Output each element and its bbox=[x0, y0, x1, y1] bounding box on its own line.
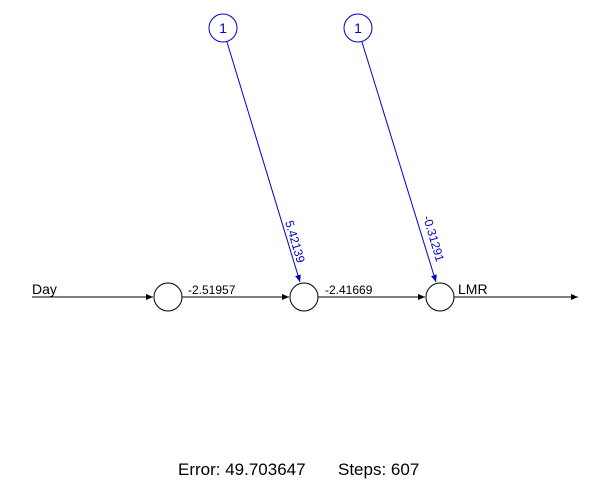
error-text: Error: 49.703647 bbox=[178, 460, 306, 479]
bias-edge-output bbox=[361, 41, 437, 283]
bias-edge-hidden bbox=[226, 41, 301, 283]
steps-text: Steps: 607 bbox=[338, 460, 419, 479]
input-node bbox=[153, 282, 183, 312]
output-label: LMR bbox=[458, 281, 488, 297]
input-label: Day bbox=[32, 281, 57, 297]
weight-input-hidden-label: -2.51957 bbox=[188, 283, 236, 297]
bias-node-2-label: 1 bbox=[354, 20, 362, 36]
bias-weight-hidden-label: 5.42139 bbox=[282, 219, 308, 265]
bias-node-1 bbox=[208, 13, 238, 43]
weight-hidden-output-label: -2.41669 bbox=[325, 283, 373, 297]
output-node bbox=[425, 282, 455, 312]
bias-weight-output-label: -0.31291 bbox=[420, 214, 447, 264]
bias-node-2 bbox=[343, 13, 373, 43]
hidden-node bbox=[289, 282, 319, 312]
bias-node-1-label: 1 bbox=[219, 20, 227, 36]
